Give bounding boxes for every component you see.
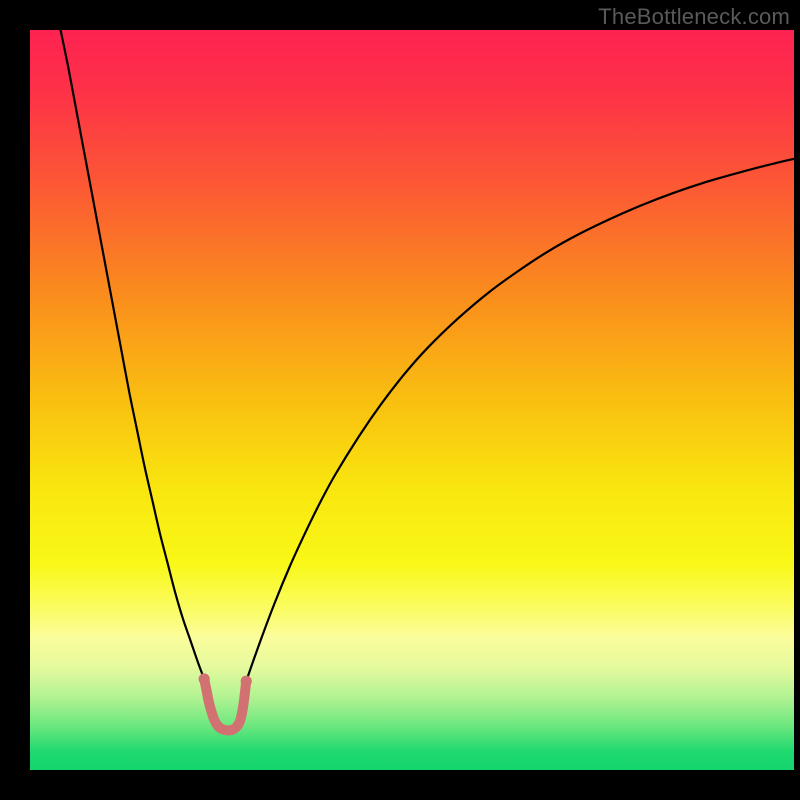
watermark-text: TheBottleneck.com — [598, 4, 790, 30]
valley-marker-endpoint-right — [241, 676, 252, 687]
chart-root: TheBottleneck.com — [0, 0, 800, 800]
plot-background — [30, 30, 794, 770]
chart-svg — [0, 0, 800, 800]
valley-marker-endpoint-left — [199, 673, 210, 684]
